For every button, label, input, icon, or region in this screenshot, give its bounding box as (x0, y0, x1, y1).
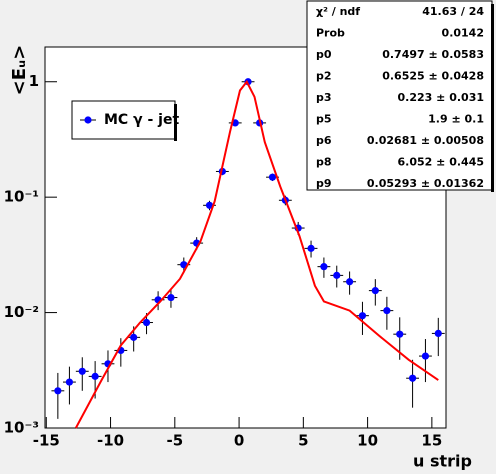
y-tick-label: 1 (29, 72, 39, 90)
data-point (268, 173, 277, 181)
stats-value: 0.02681 ± 0.00508 (367, 134, 484, 147)
data-point (358, 312, 367, 320)
y-tick-label: 10⁻³ (4, 419, 39, 437)
stats-value: 6.052 ± 0.445 (398, 156, 484, 169)
stats-name: p2 (316, 70, 332, 83)
stats-name: p5 (316, 113, 332, 126)
stats-name: p6 (316, 134, 332, 147)
data-point (333, 271, 341, 279)
data-point (91, 372, 99, 380)
x-axis-label: u strip (413, 452, 472, 471)
stats-value: 1.9 ± 0.1 (428, 113, 484, 126)
stats-value: 0.7497 ± 0.0583 (382, 48, 484, 61)
stats-value: 0.05293 ± 0.01362 (367, 177, 484, 190)
fit-curve (74, 79, 439, 429)
stats-value: 0.223 ± 0.031 (398, 91, 484, 104)
data-point (346, 278, 354, 286)
data-point (371, 287, 379, 295)
stats-value: 0.0142 (442, 27, 484, 40)
stats-name: p8 (316, 156, 332, 169)
x-tick-label: -15 (33, 432, 60, 450)
legend-label: MC γ - jet (104, 112, 179, 128)
data-point (320, 263, 328, 271)
stats-name: Prob (316, 27, 345, 40)
data-point (54, 387, 62, 395)
x-tick-label: 5 (298, 432, 308, 450)
stats-box (306, 0, 493, 191)
data-point (421, 352, 430, 360)
x-tick-label: 0 (234, 432, 244, 450)
data-point (78, 367, 86, 375)
y-tick-label: 10⁻² (4, 303, 39, 321)
legend-marker (84, 116, 92, 124)
stats-value: 41.63 / 24 (422, 5, 484, 18)
stats-shadow (491, 4, 494, 192)
stats-name: p9 (316, 177, 332, 190)
data-point (142, 318, 151, 327)
y-tick-label: 10⁻¹ (4, 188, 39, 206)
x-tick-label: 15 (421, 432, 442, 450)
legend-shadow (174, 104, 177, 141)
data-point (130, 333, 138, 341)
data-point (65, 378, 74, 386)
data-point (383, 307, 391, 315)
data-point (205, 201, 214, 209)
stats-name: p3 (316, 91, 332, 104)
data-point (167, 293, 175, 302)
stats-name: p0 (316, 48, 332, 61)
data-point (408, 374, 417, 382)
x-tick-label: -10 (97, 432, 124, 450)
data-point (396, 330, 404, 338)
data-point (434, 329, 442, 338)
x-tick-label: 10 (357, 432, 378, 450)
y-axis-label: <Eᵤ> (9, 45, 30, 96)
stats-value: 0.6525 ± 0.0428 (382, 70, 484, 83)
stats-name: χ² / ndf (316, 5, 360, 18)
x-tick-label: -5 (166, 432, 183, 450)
data-point (307, 244, 315, 252)
